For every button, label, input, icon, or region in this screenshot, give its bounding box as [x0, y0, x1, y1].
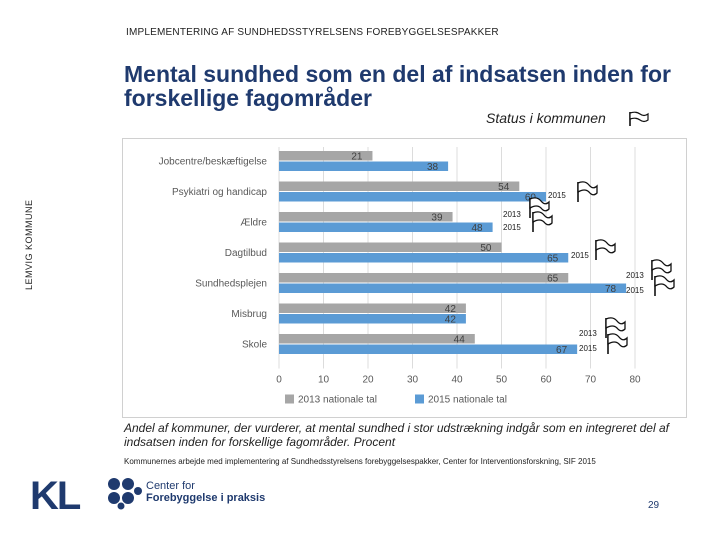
bar-2015 [279, 253, 569, 263]
municipality-label: LEMVIG KOMMUNE [24, 199, 34, 290]
data-label: 54 [498, 182, 510, 193]
category-label: Jobcentre/beskæftigelse [159, 157, 268, 168]
slide-title: Mental sundhed som en del af indsatsen i… [124, 61, 671, 111]
flag-icon [654, 275, 675, 296]
bar-2013 [279, 303, 466, 313]
data-label: 42 [445, 304, 457, 315]
x-tick-label: 10 [318, 375, 330, 386]
legend-swatch [415, 394, 424, 404]
x-tick-label: 60 [540, 375, 552, 386]
annot-psyk-2015: 2015 [548, 191, 566, 200]
category-label: Psykiatri og handicap [172, 187, 267, 198]
data-label: 48 [471, 223, 483, 234]
x-tick-label: 70 [585, 375, 597, 386]
flag-icon [651, 259, 672, 280]
data-label: 78 [605, 284, 617, 295]
bar-2013 [279, 242, 502, 252]
checkered-flag-icon [629, 111, 649, 126]
status-label: Status i kommunen [486, 110, 606, 126]
legend-swatch [285, 394, 294, 404]
data-label: 38 [427, 162, 439, 173]
annot-skole-2015: 2015 [579, 344, 597, 353]
data-label: 65 [547, 254, 559, 265]
flag-icon [605, 317, 626, 338]
center-logo-line1: Center for [146, 480, 195, 492]
bar-2015 [279, 283, 627, 293]
flag-icon [529, 197, 550, 218]
x-tick-label: 80 [629, 375, 641, 386]
bar-2013 [279, 273, 569, 283]
x-tick-label: 50 [496, 375, 508, 386]
data-label: 50 [480, 243, 492, 254]
data-label: 44 [454, 335, 466, 346]
flag-icon [577, 181, 598, 202]
bar-2013 [279, 151, 373, 161]
x-tick-label: 30 [407, 375, 419, 386]
kl-logo: KL [30, 474, 81, 518]
bar-2013 [279, 334, 475, 344]
bar-2013 [279, 212, 453, 222]
data-label: 42 [445, 315, 457, 326]
legend-label: 2015 nationale tal [428, 395, 507, 406]
center-logo-line2: Forebyggelse i praksis [146, 492, 266, 504]
annot-aeldre-2013: 2013 [503, 210, 521, 219]
flag-icon [595, 239, 616, 260]
data-label: 39 [431, 213, 443, 224]
bar-2015 [279, 222, 493, 232]
flag-icon [532, 211, 553, 232]
data-label: 67 [556, 345, 568, 356]
bar-2015 [279, 344, 578, 354]
x-tick-label: 20 [362, 375, 374, 386]
report-series-label: IMPLEMENTERING AF SUNDHEDSSTYRELSENS FOR… [126, 27, 499, 38]
page-number: 29 [648, 500, 660, 511]
annot-sundhed-2013: 2013 [626, 271, 644, 280]
source-note: Kommunernes arbejde med implementering a… [124, 457, 596, 466]
legend-label: 2013 nationale tal [298, 395, 377, 406]
category-label: Ældre [240, 218, 267, 229]
data-label: 65 [547, 274, 559, 285]
chart-caption: Andel af kommuner, der vurderer, at ment… [124, 421, 669, 449]
bar-2015 [279, 161, 449, 171]
category-label: Misbrug [231, 309, 267, 320]
annot-aeldre-2015: 2015 [503, 223, 521, 232]
category-label: Skole [242, 340, 267, 351]
annot-skole-2013: 2013 [579, 329, 597, 338]
flag-icon [607, 333, 628, 354]
category-label: Sundhedsplejen [195, 279, 267, 290]
center-logo-icon [108, 478, 142, 510]
data-label: 21 [351, 152, 363, 163]
annot-dagtilbud-2015: 2015 [571, 251, 589, 260]
bar-chart: 0 10 20 30 40 50 60 70 80 Jobcentre/beskæftigelse… [159, 147, 641, 406]
chart-panel: 0 10 20 30 40 50 60 70 80 Jobcentre/beskæftigelse… [122, 138, 687, 418]
x-tick-label: 40 [451, 375, 463, 386]
bar-2013 [279, 181, 520, 191]
category-label: Dagtilbud [225, 248, 267, 259]
bar-2015 [279, 314, 466, 324]
center-logo-text: Center for Forebyggelse i praksis [146, 480, 265, 504]
annot-sundhed-2015: 2015 [626, 286, 644, 295]
bar-2015 [279, 192, 546, 202]
x-tick-label: 0 [276, 375, 282, 386]
